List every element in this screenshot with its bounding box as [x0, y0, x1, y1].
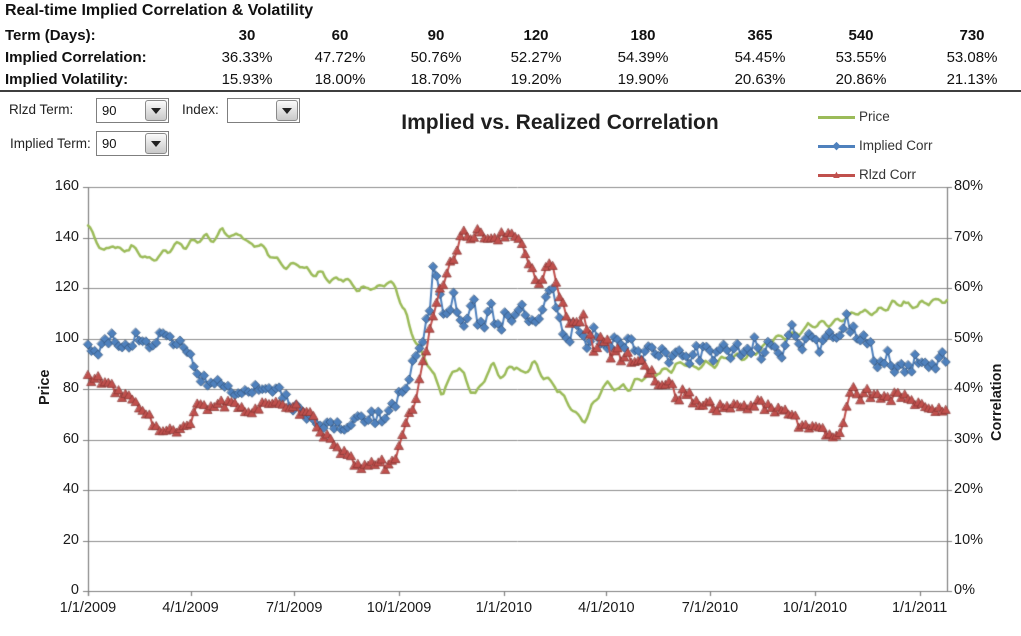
implied-correlation-cell: 53.55%: [835, 49, 887, 66]
implied-correlation-row-label: Implied Correlation:: [5, 49, 147, 66]
implied-volatility-cell: 19.90%: [617, 71, 669, 88]
triangle-marker-icon: ▲: [818, 168, 855, 182]
implied-correlation-cell: 47.72%: [314, 49, 366, 66]
price-axis-tick-label: 80: [62, 380, 79, 396]
line-swatch-icon: [818, 110, 855, 124]
term-row-label: Term (Days):: [5, 27, 96, 44]
report-title: Real-time Implied Correlation & Volatili…: [5, 2, 314, 19]
implied-correlation-cell: 54.45%: [734, 49, 786, 66]
correlation-axis-tick-label: 60%: [954, 279, 984, 295]
implied-term-dropdown-button[interactable]: [145, 133, 167, 154]
price-axis-tick-label: 20: [62, 531, 79, 548]
date-axis-tick-label: 4/1/2010: [578, 600, 635, 616]
term-cell: 180: [630, 27, 656, 44]
price-axis-tick-label: 140: [54, 228, 79, 245]
chart-title: Implied vs. Realized Correlation: [401, 111, 719, 134]
date-axis-tick-label: 1/1/2010: [475, 600, 533, 616]
date-axis-tick-label: 4/1/2009: [162, 600, 219, 616]
implied-correlation-cell: 52.27%: [510, 49, 562, 66]
implied-volatility-cell: 20.86%: [835, 71, 887, 88]
implied-volatility-cell: 21.13%: [946, 71, 998, 88]
chevron-down-icon: [151, 108, 161, 114]
implied-volatility-cell: 18.70%: [410, 71, 462, 88]
implied-correlation-cell: 36.33%: [221, 49, 273, 66]
term-cell: 30: [238, 27, 256, 44]
index-label: Index:: [182, 102, 219, 117]
implied-term-value: 90: [102, 136, 117, 151]
term-cell: 730: [959, 27, 985, 44]
correlation-axis-tick-label: 80%: [954, 178, 984, 194]
diamond-marker-icon: ◆: [818, 139, 855, 153]
implied-volatility-row-label: Implied Volatility:: [5, 71, 129, 88]
implied-correlation-cell: 53.08%: [946, 49, 998, 66]
legend-item: Price: [818, 102, 933, 131]
price-axis-tick-label: 40: [62, 481, 79, 497]
implied-volatility-cell: 15.93%: [221, 71, 273, 88]
implied-correlation-cell: 54.39%: [617, 49, 669, 66]
rlzd-term-label: Rlzd Term:: [9, 102, 74, 117]
term-cell: 120: [523, 27, 549, 44]
rlzd-term-dropdown-button[interactable]: [145, 100, 167, 121]
implied-volatility-cell: 18.00%: [314, 71, 366, 88]
implied-term-dropdown[interactable]: 90: [96, 131, 169, 156]
date-axis-tick-label: 10/1/2010: [782, 600, 848, 616]
chevron-down-icon: [151, 141, 161, 147]
correlation-axis-tick-label: 30%: [954, 430, 984, 447]
legend-label: Price: [859, 109, 890, 124]
right-axis-title: Correlation: [989, 363, 1005, 442]
correlation-axis-tick-label: 70%: [954, 228, 984, 245]
term-cell: 90: [427, 27, 445, 44]
implied-volatility-cell: 19.20%: [510, 71, 562, 88]
price-axis-tick-label: 100: [54, 329, 79, 346]
date-axis-tick-label: 10/1/2009: [366, 600, 432, 616]
rlzd-term-dropdown[interactable]: 90: [96, 98, 169, 123]
legend-label: Implied Corr: [859, 138, 933, 153]
correlation-axis-tick-label: 50%: [954, 329, 984, 346]
implied-volatility-cell: 20.63%: [734, 71, 786, 88]
index-dropdown-button[interactable]: [276, 100, 298, 121]
term-cell: 60: [331, 27, 349, 44]
implied-correlation-cell: 50.76%: [410, 49, 462, 66]
chart-legend: Price ◆ Implied Corr ▲ Rlzd Corr: [818, 102, 933, 189]
price-axis-tick-label: 0: [70, 582, 79, 598]
price-axis-tick-label: 120: [54, 279, 79, 295]
price-axis-tick-label: 160: [54, 178, 79, 194]
correlation-axis-tick-label: 10%: [954, 531, 984, 548]
term-cell: 540: [848, 27, 874, 44]
date-axis-tick-label: 7/1/2010: [681, 600, 739, 616]
legend-item: ◆ Implied Corr: [818, 131, 933, 160]
correlation-axis-tick-label: 20%: [954, 481, 984, 497]
date-axis-tick-label: 1/1/2011: [891, 600, 948, 616]
price-axis-tick-label: 60: [62, 430, 79, 447]
correlation-axis-tick-label: 40%: [954, 380, 984, 396]
legend-item: ▲ Rlzd Corr: [818, 160, 933, 189]
correlation-axis-tick-label: 0%: [954, 582, 975, 598]
rlzd-term-value: 90: [102, 103, 117, 118]
chevron-down-icon: [282, 108, 292, 114]
date-axis-tick-label: 1/1/2009: [59, 600, 117, 616]
table-bottom-rule: [0, 90, 1021, 92]
implied-term-label: Implied Term:: [10, 136, 91, 151]
index-dropdown[interactable]: [227, 98, 300, 123]
legend-label: Rlzd Corr: [859, 167, 917, 182]
term-cell: 365: [747, 27, 773, 44]
date-axis-tick-label: 7/1/2009: [265, 600, 323, 616]
